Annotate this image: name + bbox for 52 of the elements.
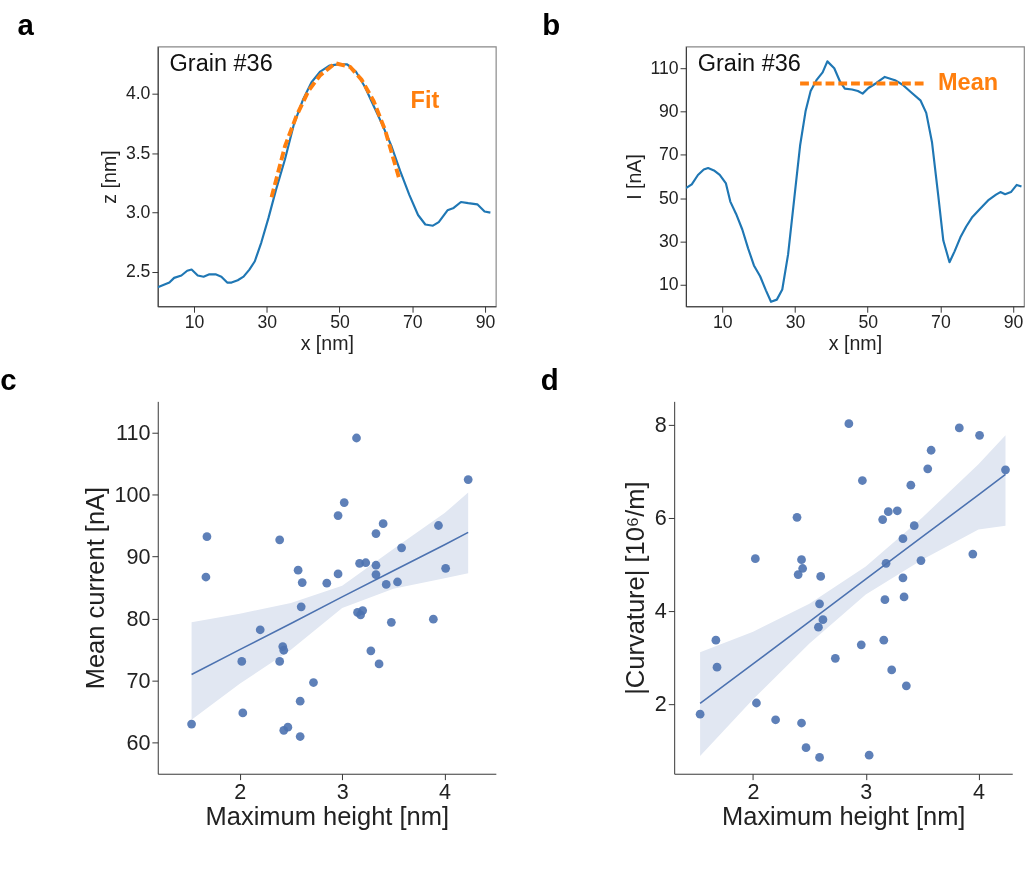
y-tick-label: 30: [658, 230, 679, 251]
x-tick-label: 3: [860, 778, 873, 804]
x-tick-label: 3: [336, 778, 349, 804]
y-tick-label: 100: [114, 481, 151, 507]
x-tick-label: 4: [439, 778, 452, 804]
series-label: Mean: [937, 69, 999, 96]
x-tick-label: 70: [402, 312, 423, 333]
x-tick-label: 90: [475, 312, 496, 333]
x-axis-title: x [nm]: [300, 331, 354, 354]
x-axis-title: Maximum height [nm]: [721, 802, 966, 831]
y-tick-label: 80: [126, 605, 151, 631]
y-axis-title: z [nm]: [98, 150, 121, 204]
annotation: Grain #36: [169, 50, 273, 77]
x-tick-label: 10: [184, 312, 205, 333]
series-label: Fit: [410, 87, 440, 114]
chart-title: c: [0, 362, 17, 396]
y-tick-label: 90: [126, 543, 151, 569]
x-tick-label: 30: [257, 312, 278, 333]
y-tick-label: 2: [654, 691, 667, 717]
x-tick-label: 2: [234, 778, 247, 804]
y-tick-label: 50: [658, 187, 679, 208]
y-tick-label: 3.0: [125, 202, 151, 223]
x-tick-label: 2: [747, 778, 760, 804]
chart-title: d: [540, 362, 559, 396]
y-tick-label: 10: [658, 274, 679, 295]
x-tick-label: 90: [1003, 312, 1024, 333]
y-axis-title: Mean current [nA]: [80, 486, 109, 690]
y-tick-label: 4: [654, 598, 667, 624]
y-tick-label: 110: [116, 419, 151, 445]
chart-title: b: [542, 7, 561, 41]
x-axis-title: x [nm]: [828, 331, 883, 354]
annotation: Grain #36: [697, 50, 801, 77]
y-tick-label: 6: [654, 505, 667, 531]
y-tick-label: 2.5: [125, 261, 151, 282]
y-tick-label: 4.0: [125, 83, 151, 104]
x-tick-label: 10: [712, 312, 733, 333]
y-axis-title: I [nA]: [622, 154, 645, 200]
y-axis-title: |Curvature| [10⁶/m]: [621, 481, 650, 695]
y-tick-label: 70: [126, 668, 151, 694]
chart-title: a: [17, 7, 35, 41]
y-tick-label: 3.5: [125, 142, 151, 163]
y-tick-label: 90: [658, 100, 679, 121]
x-tick-label: 70: [931, 312, 951, 333]
x-tick-label: 4: [972, 778, 985, 804]
x-tick-label: 50: [858, 312, 879, 333]
x-tick-label: 50: [330, 312, 351, 333]
y-tick-label: 8: [654, 412, 667, 437]
y-tick-label: 60: [126, 730, 151, 756]
x-axis-title: Maximum height [nm]: [205, 802, 450, 831]
y-tick-label: 70: [658, 144, 679, 165]
y-tick-label: 110: [650, 57, 679, 78]
x-tick-label: 30: [785, 312, 806, 333]
